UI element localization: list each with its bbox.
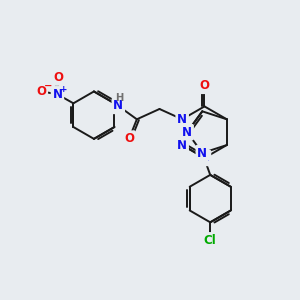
Text: Cl: Cl: [204, 234, 217, 247]
Text: O: O: [54, 71, 64, 84]
Text: N: N: [200, 152, 209, 164]
Text: +: +: [60, 85, 67, 94]
Text: H: H: [115, 93, 123, 103]
Text: −: −: [44, 81, 52, 91]
Text: N: N: [113, 99, 123, 112]
Text: O: O: [36, 85, 46, 98]
Text: O: O: [124, 132, 134, 145]
Text: N: N: [52, 88, 62, 101]
Text: O: O: [200, 79, 209, 92]
Text: N: N: [197, 146, 207, 160]
Text: N: N: [177, 139, 187, 152]
Text: N: N: [177, 113, 187, 126]
Text: N: N: [182, 126, 192, 139]
